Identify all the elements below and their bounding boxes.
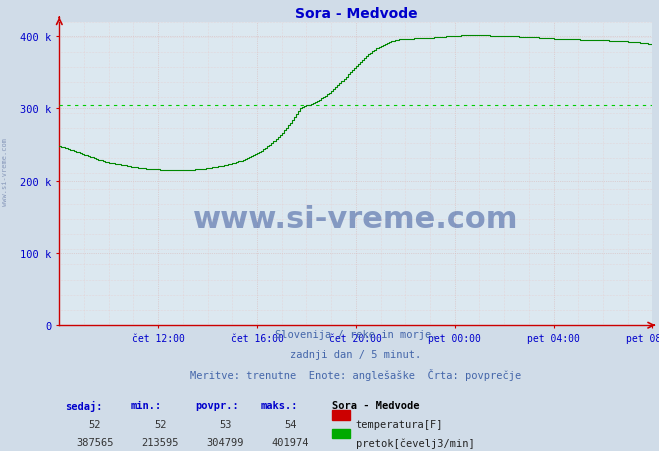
Text: zadnji dan / 5 minut.: zadnji dan / 5 minut.: [290, 349, 422, 359]
Text: 53: 53: [219, 419, 231, 428]
Text: www.si-vreme.com: www.si-vreme.com: [2, 138, 9, 205]
Text: Meritve: trenutne  Enote: anglešaške  Črta: povprečje: Meritve: trenutne Enote: anglešaške Črta…: [190, 368, 521, 381]
Text: maks.:: maks.:: [261, 400, 299, 410]
Text: 52: 52: [154, 419, 166, 428]
Text: pretok[čevelj3/min]: pretok[čevelj3/min]: [356, 437, 474, 448]
Text: 401974: 401974: [272, 437, 309, 447]
FancyBboxPatch shape: [332, 410, 350, 420]
Text: Sora - Medvode: Sora - Medvode: [332, 400, 420, 410]
FancyBboxPatch shape: [332, 429, 350, 438]
Text: www.si-vreme.com: www.si-vreme.com: [193, 205, 519, 234]
Text: povpr.:: povpr.:: [196, 400, 239, 410]
Text: temperatura[F]: temperatura[F]: [356, 419, 444, 428]
Text: 387565: 387565: [76, 437, 113, 447]
Text: sedaj:: sedaj:: [65, 400, 103, 411]
Title: Sora - Medvode: Sora - Medvode: [295, 7, 417, 21]
Text: 304799: 304799: [207, 437, 244, 447]
Text: 52: 52: [89, 419, 101, 428]
Text: 54: 54: [285, 419, 297, 428]
Text: 213595: 213595: [142, 437, 179, 447]
Text: Slovenija / reke in morje.: Slovenija / reke in morje.: [275, 329, 437, 339]
Text: min.:: min.:: [130, 400, 161, 410]
